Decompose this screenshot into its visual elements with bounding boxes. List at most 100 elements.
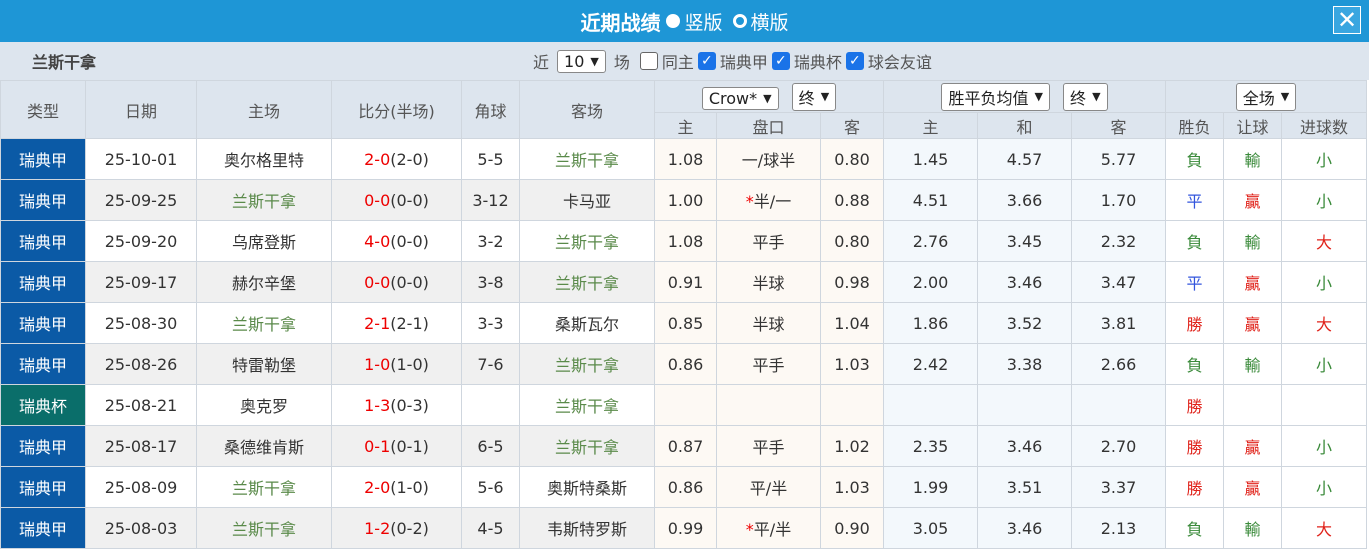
handicap-away-odds: 0.88 <box>820 179 884 221</box>
radio-vertical-label[interactable]: 竖版 <box>684 11 723 34</box>
final-select-1[interactable]: 终 ▼ <box>791 82 837 111</box>
match-type[interactable]: 瑞典甲 <box>0 220 86 262</box>
handicap-value: 平手 <box>752 356 785 375</box>
home-team[interactable]: 兰斯干拿 <box>196 302 332 344</box>
handicap-value: 平/半 <box>753 520 792 539</box>
score[interactable]: 2-0(1-0) <box>331 466 462 508</box>
handicap-result <box>1223 384 1282 426</box>
final-value: 终 <box>1070 88 1087 108</box>
league-checkbox[interactable]: ✓ <box>697 52 716 70</box>
away-team[interactable]: 韦斯特罗斯 <box>519 507 655 549</box>
avg-loss: 1.70 <box>1071 179 1166 221</box>
avg-select[interactable]: 胜平负均值 ▼ <box>941 82 1050 111</box>
handicap-result: 贏 <box>1223 179 1282 221</box>
match-type[interactable]: 瑞典杯 <box>0 384 86 426</box>
radio-vertical[interactable] <box>666 14 681 28</box>
match-type[interactable]: 瑞典甲 <box>0 343 86 385</box>
home-team[interactable]: 桑德维肯斯 <box>196 425 332 467</box>
goals-result: 小 <box>1280 425 1368 467</box>
avg-win: 3.05 <box>883 507 978 549</box>
handicap-home-odds: 1.08 <box>654 220 717 262</box>
close-button[interactable]: ✕ <box>1333 6 1361 34</box>
match-date: 25-10-01 <box>85 138 197 180</box>
count-select[interactable]: 10 ▼ <box>557 49 606 73</box>
home-team[interactable]: 乌席登斯 <box>196 220 332 262</box>
home-team[interactable]: 赫尔辛堡 <box>196 261 332 303</box>
away-team[interactable]: 兰斯干拿 <box>519 343 655 385</box>
match-date: 25-09-25 <box>85 179 197 221</box>
corners: 5-6 <box>461 466 520 508</box>
handicap-line <box>716 384 821 426</box>
handicap-away-odds: 0.80 <box>820 138 884 180</box>
handicap-result: 贏 <box>1223 261 1282 303</box>
match-type[interactable]: 瑞典甲 <box>0 179 86 221</box>
handicap-line: 平手 <box>716 220 821 262</box>
match-type[interactable]: 瑞典甲 <box>0 138 86 180</box>
handicap-home-odds: 0.86 <box>654 466 717 508</box>
away-team[interactable]: 兰斯干拿 <box>519 220 655 262</box>
goals-result: 大 <box>1280 507 1368 549</box>
handicap-line: 半球 <box>716 261 821 303</box>
away-team[interactable]: 兰斯干拿 <box>519 138 655 180</box>
header-date: 日期 <box>85 80 197 139</box>
same-home-checkbox[interactable] <box>639 52 658 70</box>
handicap-line: 一/球半 <box>716 138 821 180</box>
home-team[interactable]: 奥克罗 <box>196 384 332 426</box>
goals-result: 大 <box>1280 302 1368 344</box>
radio-horizontal[interactable] <box>732 14 747 28</box>
away-team[interactable]: 卡马亚 <box>519 179 655 221</box>
corners: 3-8 <box>461 261 520 303</box>
away-team[interactable]: 桑斯瓦尔 <box>519 302 655 344</box>
friendly-checkbox[interactable]: ✓ <box>845 52 864 70</box>
away-team[interactable]: 兰斯干拿 <box>519 384 655 426</box>
score[interactable]: 4-0(0-0) <box>331 220 462 262</box>
home-team[interactable]: 奥尔格里特 <box>196 138 332 180</box>
avg-loss: 3.81 <box>1071 302 1166 344</box>
radio-horizontal-label[interactable]: 横版 <box>750 11 789 34</box>
avg-loss: 2.70 <box>1071 425 1166 467</box>
period-select[interactable]: 全场 ▼ <box>1235 82 1297 111</box>
avg-win: 1.45 <box>883 138 978 180</box>
score[interactable]: 1-0(1-0) <box>331 343 462 385</box>
match-type[interactable]: 瑞典甲 <box>0 261 86 303</box>
half-time-score: (0-0) <box>390 231 429 251</box>
handicap-value: 半/一 <box>753 192 792 211</box>
home-team[interactable]: 兰斯干拿 <box>196 466 332 508</box>
score[interactable]: 0-1(0-1) <box>331 425 462 467</box>
company-select[interactable]: Crow* ▼ <box>701 86 779 110</box>
score[interactable]: 1-3(0-3) <box>331 384 462 426</box>
away-team[interactable]: 兰斯干拿 <box>519 425 655 467</box>
away-team[interactable]: 奥斯特桑斯 <box>519 466 655 508</box>
score[interactable]: 1-2(0-2) <box>331 507 462 549</box>
cup-checkbox[interactable]: ✓ <box>771 52 790 70</box>
result: 勝 <box>1165 425 1224 467</box>
match-type[interactable]: 瑞典甲 <box>0 466 86 508</box>
handicap-away-odds: 0.90 <box>820 507 884 549</box>
subheader-2: 客 <box>820 112 884 139</box>
home-team[interactable]: 兰斯干拿 <box>196 179 332 221</box>
period-value: 全场 <box>1242 88 1275 108</box>
friendly-label: 球会友谊 <box>867 53 932 72</box>
avg-loss: 2.32 <box>1071 220 1166 262</box>
full-time-score: 2-0 <box>364 149 391 169</box>
match-type[interactable]: 瑞典甲 <box>0 302 86 344</box>
score[interactable]: 0-0(0-0) <box>331 179 462 221</box>
score[interactable]: 2-0(2-0) <box>331 138 462 180</box>
match-date: 25-08-21 <box>85 384 197 426</box>
match-date: 25-09-20 <box>85 220 197 262</box>
score[interactable]: 0-0(0-0) <box>331 261 462 303</box>
match-type[interactable]: 瑞典甲 <box>0 507 86 549</box>
home-team[interactable]: 特雷勒堡 <box>196 343 332 385</box>
header-away: 客场 <box>519 80 655 139</box>
match-row: 瑞典甲 25-08-26 特雷勒堡 1-0(1-0) 7-6 兰斯干拿 0.86 平手 1.03… <box>0 343 1368 385</box>
corners: 3-12 <box>461 179 520 221</box>
avg-draw: 3.52 <box>977 302 1072 344</box>
home-team[interactable]: 兰斯干拿 <box>196 507 332 549</box>
avg-value: 胜平负均值 <box>948 88 1029 108</box>
score[interactable]: 2-1(2-1) <box>331 302 462 344</box>
final-select-2[interactable]: 终 ▼ <box>1063 82 1108 111</box>
handicap-line: 平手 <box>716 425 821 467</box>
match-type[interactable]: 瑞典甲 <box>0 425 86 467</box>
handicap-away-odds: 1.04 <box>820 302 884 344</box>
away-team[interactable]: 兰斯干拿 <box>519 261 655 303</box>
